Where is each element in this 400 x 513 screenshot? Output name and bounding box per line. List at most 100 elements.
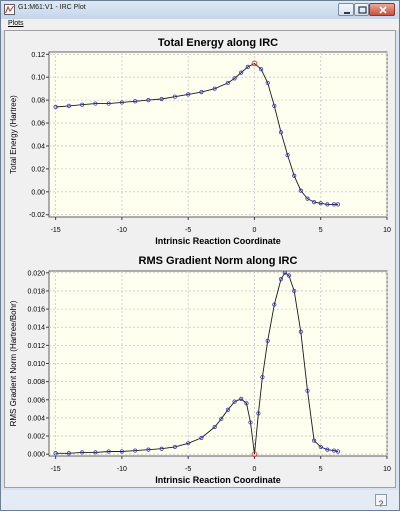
data-point[interactable] [106, 101, 111, 106]
plot-frame [48, 51, 388, 218]
data-point[interactable] [298, 329, 303, 334]
data-point[interactable] [232, 399, 237, 404]
data-point[interactable] [239, 396, 244, 401]
data-point[interactable] [199, 90, 204, 95]
data-point[interactable] [318, 444, 323, 450]
data-point[interactable] [272, 103, 277, 108]
data-point[interactable] [53, 104, 58, 110]
y-tick-label: -0.02 [29, 212, 45, 219]
data-point[interactable] [278, 130, 284, 135]
data-point[interactable] [305, 196, 310, 201]
chart-title: RMS Gradient Norm along IRC [139, 255, 298, 267]
y-tick-label: 0.12 [31, 52, 45, 59]
svg-text:?: ? [379, 500, 384, 509]
data-point[interactable] [325, 447, 330, 452]
x-tick-label: -5 [185, 227, 191, 234]
data-point[interactable] [278, 277, 284, 282]
data-point[interactable] [186, 92, 191, 97]
data-point[interactable] [225, 407, 231, 412]
data-point[interactable] [244, 401, 249, 406]
data-point[interactable] [93, 450, 98, 455]
data-point[interactable] [199, 435, 204, 440]
data-point[interactable] [311, 200, 317, 205]
title-bar[interactable]: G1:M61:V1 - IRC Plot [1, 1, 399, 19]
data-point[interactable] [305, 388, 310, 393]
data-point[interactable] [172, 94, 178, 99]
data-point[interactable] [225, 80, 231, 86]
maximize-icon [358, 6, 367, 14]
y-tick-label: 0.08 [31, 98, 45, 105]
data-point[interactable] [212, 424, 217, 430]
x-tick-label: -10 [117, 227, 127, 234]
data-point[interactable] [119, 449, 125, 454]
data-point[interactable] [53, 451, 58, 456]
data-point[interactable] [80, 102, 85, 107]
current-point-marker[interactable] [251, 451, 258, 457]
y-tick-label: 0.014 [27, 325, 45, 332]
data-point[interactable] [285, 153, 290, 158]
data-point[interactable] [239, 70, 244, 75]
data-point[interactable] [256, 411, 261, 416]
data-point[interactable] [119, 100, 125, 105]
data-point[interactable] [245, 64, 250, 69]
maximize-button[interactable] [354, 3, 369, 16]
data-point[interactable] [298, 188, 303, 193]
y-tick-label: 0.016 [27, 307, 45, 314]
chart-panel-2: RMS Gradient Norm along IRC -15 -10 -5 0 5 10 0… [9, 255, 391, 485]
x-axis-label: Intrinsic Reaction Coordinate [155, 475, 281, 485]
data-point[interactable] [292, 173, 297, 178]
x-tick-label: 10 [383, 227, 391, 234]
data-point[interactable] [66, 451, 71, 456]
x-tick-label: -15 [51, 227, 61, 234]
current-point-marker[interactable] [251, 60, 258, 67]
data-point[interactable] [258, 67, 264, 72]
data-point[interactable] [292, 288, 297, 294]
data-point[interactable] [265, 80, 270, 86]
data-point[interactable] [80, 450, 85, 455]
data-point[interactable] [325, 202, 330, 207]
chart-panel-1: Total Energy along IRC -15 -10 -5 0 5 10 -0.02 0… [9, 37, 391, 246]
data-point[interactable] [146, 98, 151, 103]
y-tick-label: 0.010 [27, 361, 45, 368]
data-point[interactable] [133, 99, 138, 104]
data-point[interactable] [93, 101, 98, 106]
close-button[interactable] [369, 3, 395, 16]
data-point[interactable] [260, 375, 265, 380]
menu-plots[interactable]: Plots [8, 20, 24, 27]
data-point[interactable] [335, 202, 341, 207]
x-tick-label: 5 [319, 466, 323, 473]
y-tick-label: 0.002 [27, 434, 45, 441]
menu-bar: Plots [1, 19, 399, 30]
data-point[interactable] [272, 302, 277, 307]
chart-title: Total Energy along IRC [158, 37, 278, 49]
data-point[interactable] [106, 449, 111, 454]
help-icon: ? [379, 500, 384, 509]
data-point[interactable] [331, 202, 337, 207]
plot-area: Total Energy along IRC -15 -10 -5 0 5 10 -0.02 0… [4, 30, 396, 488]
data-point[interactable] [133, 448, 138, 453]
data-point[interactable] [286, 273, 292, 278]
y-tick-label: 0.00 [31, 189, 45, 196]
data-point[interactable] [159, 96, 164, 102]
close-icon [379, 6, 387, 14]
data-point[interactable] [232, 76, 237, 81]
data-point[interactable] [318, 201, 323, 206]
data-point[interactable] [282, 270, 288, 275]
data-point[interactable] [159, 446, 164, 451]
data-point[interactable] [248, 420, 253, 425]
data-point[interactable] [186, 441, 191, 446]
help-button[interactable]: ? [375, 494, 387, 509]
data-point[interactable] [212, 86, 217, 91]
data-point[interactable] [331, 448, 337, 453]
minimize-button[interactable] [338, 3, 354, 16]
data-point[interactable] [146, 447, 151, 452]
x-tick-label: -15 [51, 466, 61, 473]
data-point[interactable] [265, 338, 270, 343]
data-point[interactable] [311, 438, 317, 443]
data-point[interactable] [219, 416, 224, 421]
data-point[interactable] [66, 103, 71, 108]
data-point[interactable] [172, 444, 178, 450]
data-point[interactable] [335, 449, 341, 454]
series-line [55, 62, 338, 205]
window-title: G1:M61:V1 - IRC Plot [18, 4, 86, 11]
